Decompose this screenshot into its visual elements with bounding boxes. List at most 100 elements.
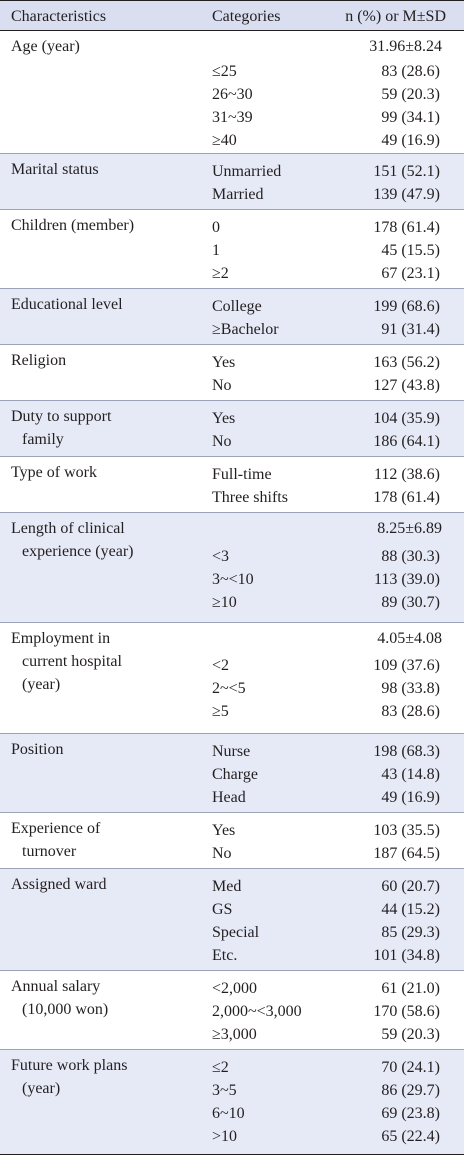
table-row: 3~5 86 (29.7) [0,1079,464,1102]
header-categories: Categories [212,8,281,25]
category-cell: Full-time [212,466,272,483]
characteristic-label: Type of work [11,461,201,484]
table-group: Length of clinical experience (year) 8.25±… [0,513,464,623]
value-cell: 59 (20.3) [381,1026,440,1043]
category-cell: ≤25 [212,63,237,80]
table-row: Yes 103 (35.5) [0,819,464,842]
table-row: ≥Bachelor 91 (31.4) [0,318,464,341]
characteristic-label-line: Annual salary [11,978,101,995]
table-row: Unmarried 151 (52.1) [0,160,464,183]
category-cell: Head [212,789,246,806]
table-row: ≤2 70 (24.1) [0,1056,464,1079]
header-characteristics: Characteristics [11,8,107,25]
value-cell: 60 (20.7) [381,878,440,895]
value-cell: 151 (52.1) [373,163,440,180]
category-cell: Yes [212,410,236,427]
category-cell: No [212,377,232,394]
characteristic-label-line: family [22,431,64,448]
table-row: ≥5 83 (28.6) [0,700,464,723]
table-group: Children (member) 0 178 (61.4) 1 45 (15.5) ≥2… [0,210,464,289]
table-row: 1 45 (15.5) [0,239,464,262]
table-group: Religion Yes 163 (56.2) No 127 (43.8) [0,345,464,401]
characteristic-label-line: Assigned ward [11,876,107,893]
category-cell: 3~<10 [212,571,254,588]
value-cell: 186 (64.1) [373,433,440,450]
value-cell: 85 (29.3) [381,924,440,941]
value-cell: 61 (21.0) [381,980,440,997]
table-group: Educational level College 199 (68.6) ≥Bache… [0,289,464,345]
category-cell: College [212,298,262,315]
value-cell: 83 (28.6) [381,63,440,80]
value-cell: 199 (68.6) [373,298,440,315]
category-cell: Nurse [212,743,251,760]
characteristic-label-line: Duty to support [11,408,112,425]
value-cell: 187 (64.5) [373,845,440,862]
characteristic-label-line: Religion [11,352,67,369]
table-row: No 127 (43.8) [0,374,464,397]
table-row: 26~30 59 (20.3) [0,83,464,106]
category-cell: ≥40 [212,132,237,149]
table-row: GS 44 (15.2) [0,898,464,921]
table-group: Future work plans (year) ≤2 70 (24.1) 3~5 86 … [0,1050,464,1154]
header-value: n (%) or M±SD [345,8,446,25]
characteristic-label-line: Children (member) [11,217,135,234]
category-cell: 26~30 [212,86,253,103]
characteristic-label-line: Length of clinical [11,520,125,537]
category-cell: 2~<5 [212,680,246,697]
category-cell: ≥Bachelor [212,321,279,338]
table-row: Head 49 (16.9) [0,786,464,809]
value-cell: 8.25±6.89 [377,520,442,537]
value-cell: 59 (20.3) [381,86,440,103]
category-cell: <3 [212,548,230,565]
table-row: <2 109 (37.6) [0,654,464,677]
value-cell: 91 (31.4) [381,321,440,338]
value-cell: 113 (39.0) [373,571,440,588]
table-group: Assigned ward Med 60 (20.7) GS 44 (15.2) Spec… [0,869,464,971]
characteristic-label-line: turnover [22,843,77,860]
characteristic-label: Employment in current hospital (year) [11,627,201,696]
characteristic-label: Future work plans (year) [11,1054,201,1100]
value-cell: 104 (35.9) [373,410,440,427]
characteristic-label: Length of clinical experience (year) [11,517,201,563]
value-cell: 44 (15.2) [381,901,440,918]
table-row: Full-time 112 (38.6) [0,463,464,486]
value-cell: 83 (28.6) [381,703,440,720]
category-cell: Yes [212,354,236,371]
table-group: Age (year) 31.96±8.24 ≤25 83 (28.6) 26~30 59 … [0,31,464,154]
value-cell: 89 (30.7) [381,594,440,611]
table-row: 31.96±8.24 [0,35,464,58]
characteristic-label-line: Future work plans [11,1057,128,1074]
characteristic-label-line: Marital status [11,161,99,178]
value-cell: 70 (24.1) [381,1059,440,1076]
table-row: Med 60 (20.7) [0,875,464,898]
table-body: Age (year) 31.96±8.24 ≤25 83 (28.6) 26~30 59 … [0,31,464,1154]
table-row: >10 65 (22.4) [0,1125,464,1148]
category-cell: ≥10 [212,594,237,611]
table-row: Charge 43 (14.8) [0,763,464,786]
characteristic-label-line: current hospital [22,653,122,670]
characteristic-label-line: (10,000 won) [22,1001,109,1018]
table-row: 8.25±6.89 [0,517,464,540]
characteristic-label-line: Employment in [11,630,111,647]
value-cell: 198 (68.3) [373,743,440,760]
value-cell: 69 (23.8) [381,1105,440,1122]
category-cell: >10 [212,1128,238,1145]
table-row: 2~<5 98 (33.8) [0,677,464,700]
characteristic-label: Age (year) [11,35,201,58]
value-cell: 103 (35.5) [373,822,440,839]
category-cell: 0 [212,219,220,236]
characteristic-label: Duty to support family [11,405,201,451]
table-group: Experience of turnover Yes 103 (35.5) No 187 … [0,813,464,869]
table-row: College 199 (68.6) [0,295,464,318]
table-row: No 187 (64.5) [0,842,464,865]
characteristic-label: Experience of turnover [11,817,201,863]
value-cell: 67 (23.1) [381,265,440,282]
category-cell: Three shifts [212,489,288,506]
table-row: ≥10 89 (30.7) [0,591,464,614]
table-group: Marital status Unmarried 151 (52.1) Married… [0,154,464,210]
category-cell: <2 [212,657,230,674]
table-group: Annual salary (10,000 won) <2,000 61 (21.0)… [0,971,464,1050]
value-cell: 170 (58.6) [373,1003,440,1020]
category-cell: Yes [212,822,236,839]
value-cell: 163 (56.2) [373,354,440,371]
